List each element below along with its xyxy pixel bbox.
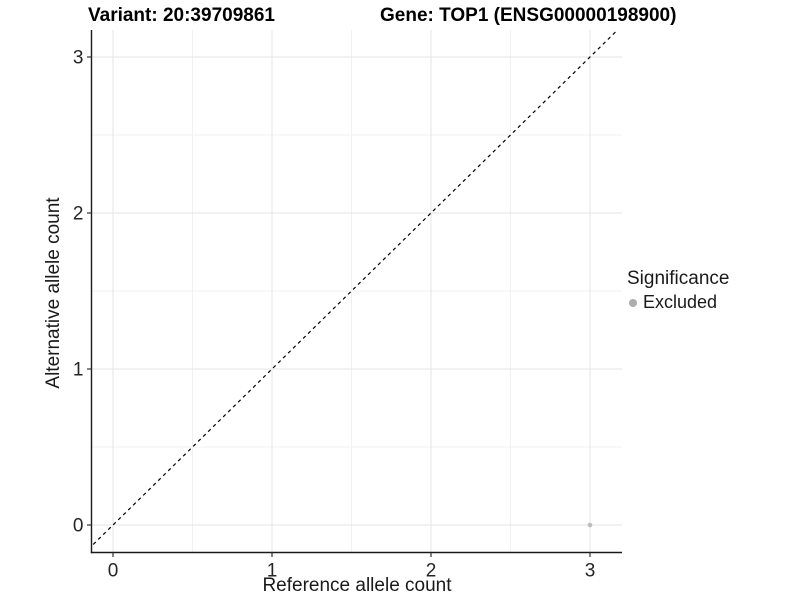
- y-tick-label: 0: [73, 516, 84, 537]
- y-tick-label: 1: [73, 360, 84, 381]
- plot-title-gene: Gene: TOP1 (ENSG00000198900): [380, 5, 677, 26]
- data-point: [587, 522, 593, 528]
- plot-title-variant: Variant: 20:39709861: [88, 5, 275, 26]
- identity-line: [91, 30, 619, 547]
- y-tick-label: 3: [73, 48, 84, 69]
- y-axis-title: Alternative allele count: [43, 197, 64, 389]
- legend-item-excluded: Excluded: [627, 292, 729, 313]
- x-tick-label: 0: [108, 561, 119, 582]
- legend-point-icon: [629, 298, 637, 307]
- legend-title: Significance: [627, 268, 730, 289]
- x-tick-label: 3: [585, 561, 596, 582]
- legend: Significance Excluded: [627, 268, 729, 313]
- x-axis-title: Reference allele count: [262, 575, 452, 596]
- x-tick-label: 1: [267, 561, 278, 582]
- y-tick-label: 2: [73, 204, 84, 225]
- x-tick-label: 2: [426, 561, 437, 582]
- legend-item-label: Excluded: [643, 292, 718, 312]
